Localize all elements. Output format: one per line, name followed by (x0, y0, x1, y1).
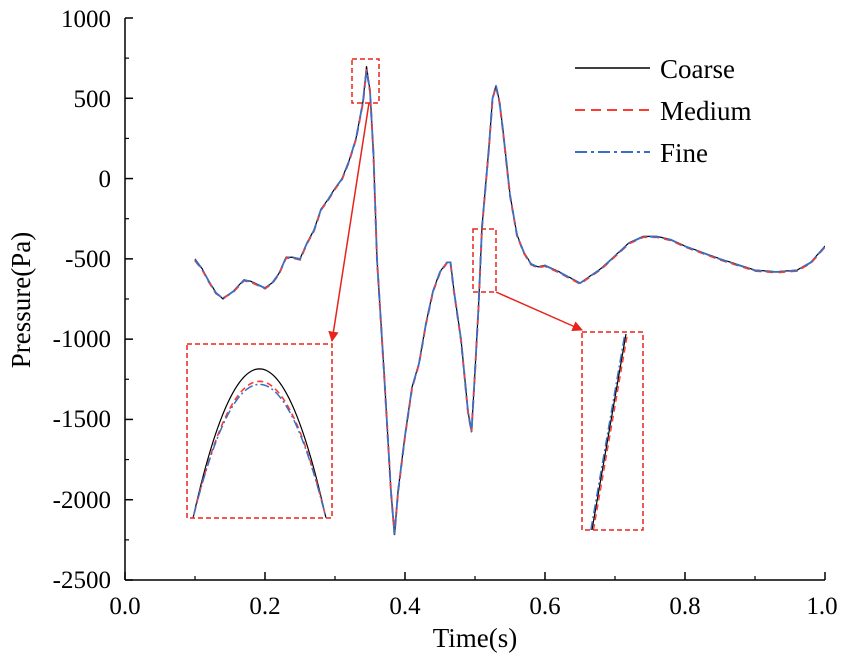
x-tick-label: 0.6 (529, 593, 560, 620)
x-tick-label: 0.0 (109, 593, 140, 620)
zoom-slope-line-fine (590, 333, 626, 530)
y-tick-label: -1000 (53, 326, 111, 353)
zoom-slope-line-coarse (591, 333, 627, 530)
legend: Coarse Medium Fine (575, 54, 752, 168)
zoom-arrow-slope (495, 291, 583, 331)
y-tick-label: -2000 (53, 487, 111, 514)
zoom-inset-slope (581, 331, 644, 531)
y-tick-label: -2500 (53, 567, 111, 594)
y-tick-label: -500 (65, 246, 111, 273)
x-axis-title: Time(s) (433, 623, 518, 653)
y-ticks (125, 17, 133, 581)
zoom-source-box-peak (351, 58, 380, 104)
x-tick-label: 0.2 (249, 593, 280, 620)
zoom-peak-line-coarse (192, 368, 327, 518)
zoom-inset-peak (186, 343, 333, 519)
y-axis-title: Pressure(Pa) (6, 232, 36, 368)
x-ticks (124, 572, 826, 580)
plot-area (194, 66, 825, 536)
legend-label-medium: Medium (660, 96, 752, 126)
x-tick-labels: 0.0 0.2 0.4 0.6 0.8 1.0 (109, 593, 837, 620)
zoom-slope-line-medium (592, 333, 629, 530)
zoom-source-box-slope (472, 228, 497, 293)
y-tick-label: 1000 (61, 6, 111, 33)
series-line-medium (194, 69, 825, 535)
x-tick-label: 0.8 (669, 593, 700, 620)
legend-label-fine: Fine (660, 138, 708, 168)
y-tick-label: 500 (74, 86, 112, 113)
x-tick-label: 0.4 (389, 593, 421, 620)
series-line-fine (194, 70, 825, 535)
y-tick-labels: 1000 500 0 -500 -1000 -1500 -2000 -2500 (53, 6, 111, 594)
y-tick-label: 0 (99, 166, 112, 193)
x-tick-label: 1.0 (806, 593, 837, 620)
zoom-arrow-peak (328, 102, 370, 343)
y-tick-label: -1500 (53, 406, 111, 433)
axes (124, 17, 826, 581)
legend-label-coarse: Coarse (660, 54, 735, 84)
